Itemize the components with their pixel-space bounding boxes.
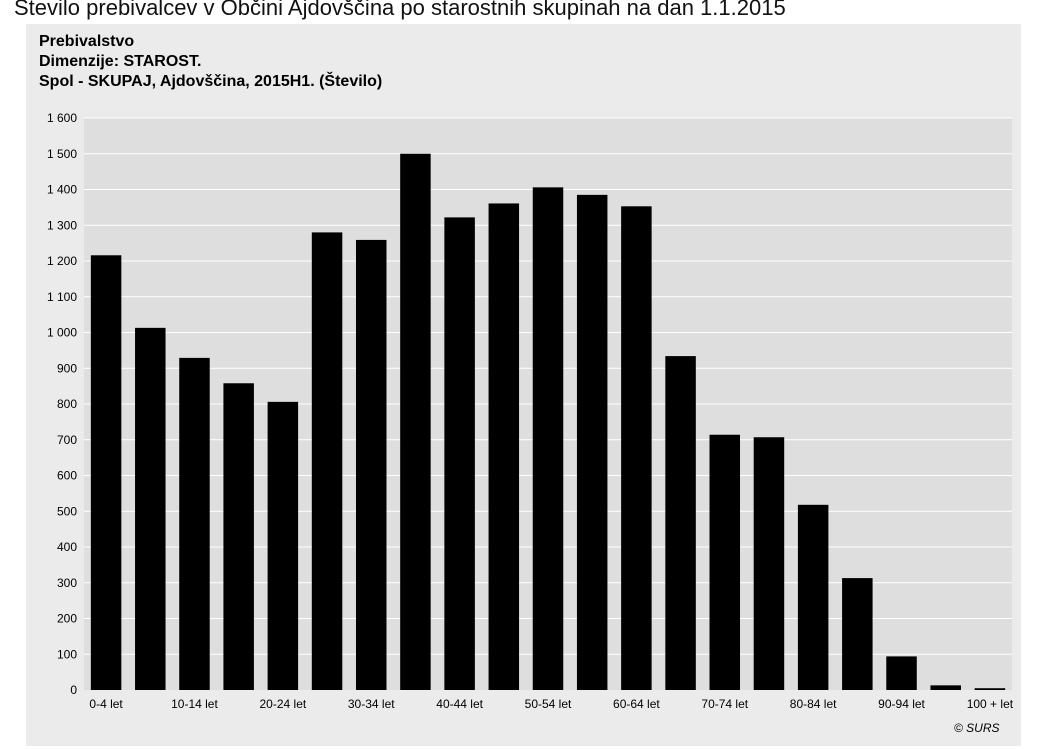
y-tick-label: 1 000 [47, 326, 77, 340]
bar-18 [886, 656, 917, 690]
bar-19 [930, 685, 961, 690]
x-tick-label: 70-74 let [701, 697, 748, 711]
y-tick-label: 1 200 [47, 254, 77, 268]
x-tick-label: 10-14 let [171, 697, 218, 711]
bar-0 [90, 255, 122, 690]
y-axis-ticks: 0 100 200 300 400 500 600 700 800 900 1 000 1 100 1 … [47, 111, 77, 697]
bar-3 [223, 383, 254, 690]
chart-subtitle-filters: Spol - SKUPAJ, Ajdovščina, 2015H1. (Štev… [39, 73, 383, 90]
bar-17 [842, 578, 873, 690]
y-tick-label: 1 300 [47, 218, 77, 232]
y-tick-label: 1 400 [47, 183, 77, 197]
x-tick-label: 20-24 let [260, 697, 307, 711]
bar-1 [135, 327, 166, 690]
bar-4 [267, 401, 299, 690]
bar-13 [665, 356, 696, 690]
x-tick-label: 0-4 let [89, 697, 123, 711]
bar-20 [974, 688, 1006, 690]
y-tick-label: 1 100 [47, 290, 77, 304]
x-tick-label: 40-44 let [436, 697, 483, 711]
x-tick-label: 60-64 let [613, 697, 660, 711]
y-tick-label: 300 [57, 576, 77, 590]
bars [90, 153, 1006, 691]
chart-subtitle-dimensions: Dimenzije: STAROST. [39, 53, 202, 70]
y-tick-label: 100 [57, 647, 77, 661]
bar-12 [621, 206, 652, 691]
page-caption: Število prebivalcev v Občini Ajdovščina … [14, 0, 786, 20]
y-tick-label: 600 [57, 469, 77, 483]
bar-16 [797, 504, 829, 690]
bar-15 [753, 437, 785, 690]
bar-7 [400, 153, 431, 690]
x-tick-label: 30-34 let [348, 697, 395, 711]
bar-11 [576, 194, 608, 691]
bar-6 [355, 239, 387, 690]
y-tick-label: 700 [57, 433, 77, 447]
bar-2 [179, 357, 210, 690]
y-tick-label: 800 [57, 397, 77, 411]
bar-8 [444, 217, 475, 690]
copyright-label: © SURS [954, 721, 1000, 735]
bar-chart: 0 100 200 300 400 500 600 700 800 900 1 000 1 100 1 … [47, 111, 1014, 711]
x-tick-label: 90-94 let [878, 697, 925, 711]
y-tick-label: 900 [57, 361, 77, 375]
bar-14 [709, 434, 741, 690]
y-tick-label: 500 [57, 504, 77, 518]
x-axis-ticks: 0-4 let 10-14 let 20-24 let 30-34 let 40-44 … [89, 697, 1013, 711]
bar-10 [532, 187, 564, 691]
y-tick-label: 400 [57, 540, 77, 554]
bar-9 [488, 203, 520, 690]
bar-5 [311, 232, 343, 690]
chart-title: Prebivalstvo [39, 33, 135, 50]
y-tick-label: 1 500 [47, 147, 77, 161]
x-tick-label: 100 + let [967, 697, 1014, 711]
y-tick-label: 1 600 [47, 111, 77, 125]
x-tick-label: 50-54 let [525, 697, 572, 711]
y-tick-label: 200 [57, 612, 77, 626]
x-tick-label: 80-84 let [790, 697, 837, 711]
chart-panel: Prebivalstvo Dimenzije: STAROST. Spol - … [26, 24, 1021, 746]
y-tick-label: 0 [70, 683, 77, 697]
